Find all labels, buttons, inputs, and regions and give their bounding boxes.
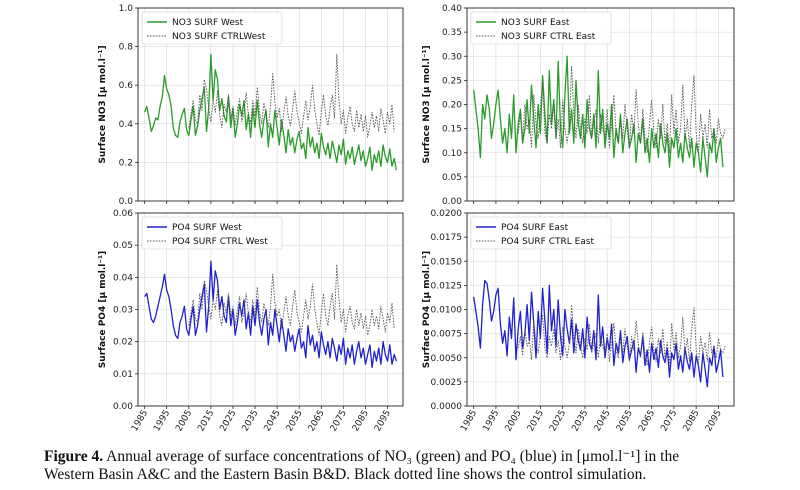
- ytick-label: 0.35: [442, 28, 462, 38]
- y-axis-label: Surface PO4 [μ mol.l⁻¹]: [98, 251, 108, 368]
- figure-caption: Figure 4. Annual average of surface conc…: [44, 448, 794, 484]
- y-axis-label: Surface NO3 [μ mol.l⁻¹]: [422, 45, 432, 163]
- plot-frame: [137, 7, 404, 202]
- legend-entry: PO4 SURF CTRL West: [172, 237, 268, 247]
- xtick-label: 1985: [130, 409, 150, 434]
- ytick-label: 0.03: [113, 306, 133, 316]
- legend-entry: NO3 SURF East: [501, 18, 570, 28]
- ytick-label: 0.0000: [431, 402, 463, 412]
- panel-west-po4: 0.00 0.01 0.02 0.03 0.04 0.05 0.06 1985 1995 2005…: [98, 209, 404, 434]
- xtick-label: 2045: [263, 409, 283, 434]
- series-line-ctrl: [188, 53, 395, 138]
- legend: NO3 SURF West NO3 SURF CTRLWest: [141, 11, 283, 45]
- xtick-label: 2085: [351, 409, 371, 434]
- ytick-label: 0.05: [113, 241, 133, 251]
- ytick-label: 0.25: [442, 76, 462, 86]
- y-axis-label: Surface NO3 [μ mol.l⁻¹]: [98, 45, 108, 163]
- ytick-label: 0.0050: [431, 354, 463, 364]
- ytick-label: 0.0175: [431, 233, 463, 243]
- xtick-label: 2065: [307, 409, 327, 434]
- legend-box: [141, 216, 283, 250]
- legend-box: [470, 11, 612, 45]
- ytick-label: 0.00: [442, 197, 462, 207]
- xtick-label: 1985: [459, 409, 479, 434]
- ytick-label: 0.0100: [431, 306, 463, 316]
- ytick-label: 0.0075: [431, 330, 463, 340]
- ytick-label: 0.0025: [431, 378, 463, 388]
- ytick-label: 0.30: [442, 52, 462, 62]
- ytick-label: 0.06: [113, 209, 133, 219]
- xtick-label: 2085: [682, 409, 702, 434]
- series-line-ctrl: [188, 264, 395, 336]
- legend: PO4 SURF West PO4 SURF CTRL West: [141, 216, 283, 250]
- legend-box: [141, 11, 283, 45]
- xtick-label: 2095: [373, 409, 393, 434]
- legend-entry: NO3 SURF West: [172, 18, 244, 28]
- xtick-label: 2015: [196, 409, 216, 434]
- ytick-label: 0.8: [119, 43, 134, 53]
- xtick-label: 2005: [504, 409, 524, 434]
- xtick-label: 2055: [615, 409, 635, 434]
- ytick-label: 0.20: [442, 101, 462, 111]
- ytick-label: 0.01: [113, 370, 133, 380]
- xtick-label: 2065: [637, 409, 657, 434]
- panel-east-po4: 0.0000 0.0025 0.0050 0.0075 0.0100 0.0125 0.01…: [422, 209, 735, 434]
- series-line-main: [144, 260, 398, 369]
- legend-entry: PO4 SURF West: [172, 223, 242, 233]
- caption-line-2: Western Basin A&C and the Eastern Basin …: [44, 466, 647, 483]
- xtick-label: 2095: [704, 409, 724, 434]
- plot-frame: [466, 7, 735, 202]
- caption-line-1: Figure 4. Annual average of surface conc…: [44, 448, 794, 466]
- xtick-label: 2025: [548, 409, 568, 434]
- ytick-label: 0.4: [119, 120, 134, 130]
- ytick-label: 0.00: [113, 402, 133, 412]
- caption-label: Figure 4.: [44, 448, 104, 465]
- ytick-label: 0.40: [442, 4, 462, 14]
- caption-text-1: Annual average of surface concentrations…: [106, 448, 680, 465]
- xtick-label: 2045: [593, 409, 613, 434]
- plot-frame: [466, 212, 735, 407]
- legend-entry: PO4 SURF East: [501, 223, 569, 233]
- xtick-label: 2035: [241, 409, 261, 434]
- legend-entry: PO4 SURF CTRL East: [501, 237, 594, 247]
- ytick-label: 0.15: [442, 125, 462, 135]
- ytick-label: 0.10: [442, 149, 462, 159]
- y-axis-label: Surface PO4 [μ mol.l⁻¹]: [422, 251, 432, 368]
- xtick-label: 2055: [285, 409, 305, 434]
- series-line-main: [473, 279, 724, 388]
- series-line-ctrl: [517, 304, 726, 366]
- ytick-label: 0.6: [119, 81, 134, 91]
- xtick-label: 1995: [152, 409, 172, 434]
- xtick-label: 2035: [570, 409, 590, 434]
- legend-entry: NO3 SURF CTRLWest: [172, 32, 266, 42]
- ytick-label: 0.0125: [431, 281, 463, 291]
- xtick-label: 1995: [481, 409, 501, 434]
- ytick-label: 0.0: [119, 197, 134, 207]
- ytick-label: 1.0: [119, 4, 134, 14]
- legend-entry: NO3 SURF CTRL East: [501, 32, 596, 42]
- series-line-main: [473, 55, 724, 178]
- xtick-label: 2005: [174, 409, 194, 434]
- xtick-label: 2075: [659, 409, 679, 434]
- ytick-label: 0.2: [119, 158, 133, 168]
- xtick-label: 2025: [218, 409, 238, 434]
- ytick-label: 0.05: [442, 173, 462, 183]
- xtick-label: 2075: [329, 409, 349, 434]
- panel-east-no3: 0.00 0.05 0.10 0.15 0.20 0.25 0.30 0.35 0.40 NO3 …: [422, 4, 735, 207]
- legend: PO4 SURF East PO4 SURF CTRL East: [470, 216, 612, 250]
- ytick-label: 0.02: [113, 338, 133, 348]
- xtick-label: 2015: [526, 409, 546, 434]
- ytick-label: 0.04: [113, 273, 133, 283]
- legend: NO3 SURF East NO3 SURF CTRL East: [470, 11, 612, 45]
- legend-box: [470, 216, 612, 250]
- series-line-main: [143, 53, 398, 171]
- series-line-ctrl: [517, 65, 726, 154]
- plot-frame: [137, 212, 404, 407]
- ytick-label: 0.0150: [431, 257, 463, 267]
- ytick-label: 0.0200: [431, 209, 463, 219]
